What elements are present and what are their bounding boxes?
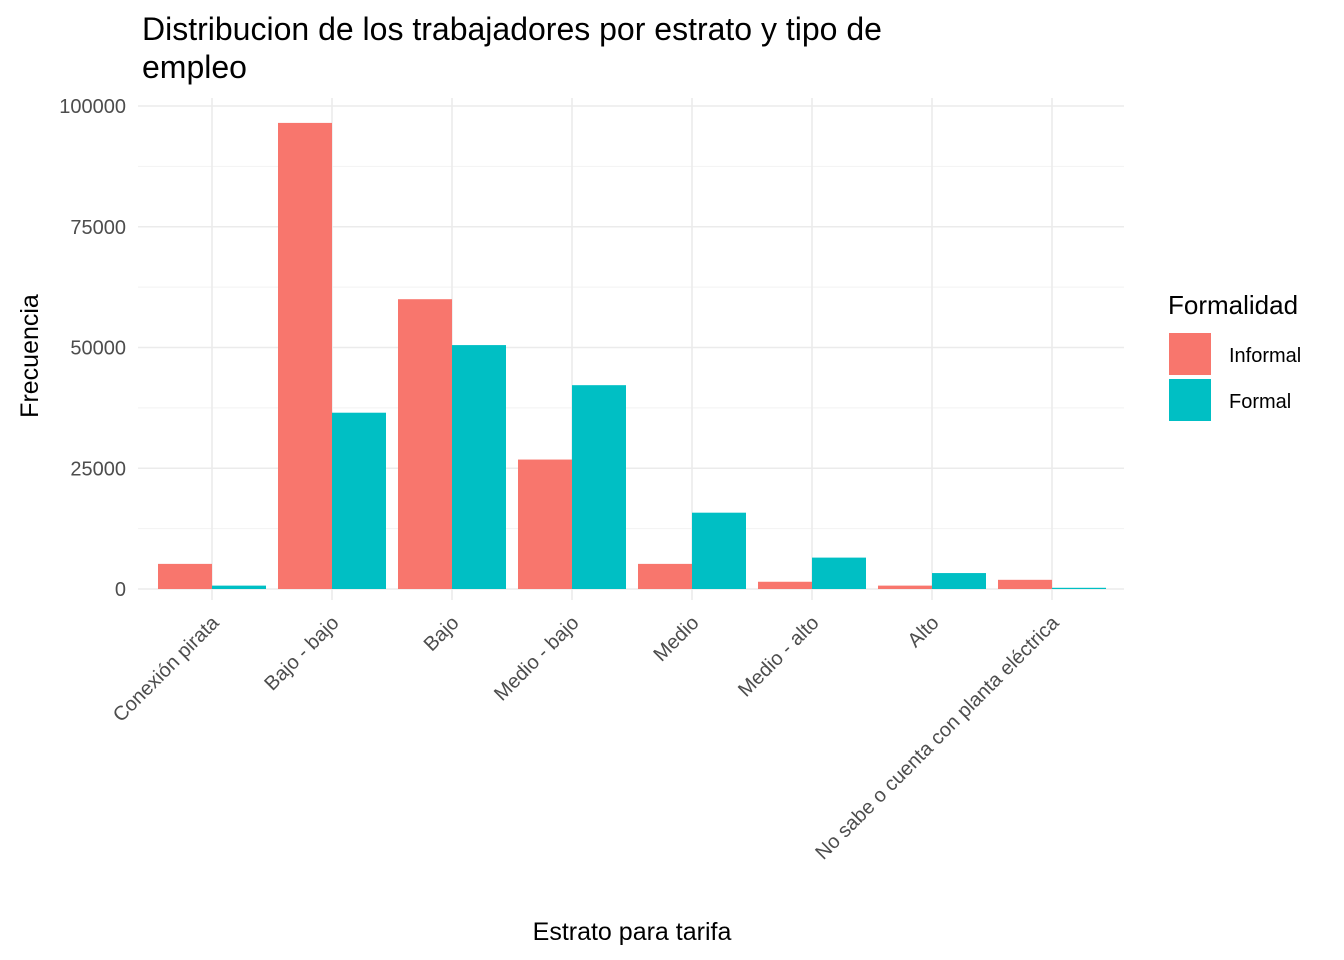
x-tick-label: Bajo — [420, 612, 464, 656]
bar-formal — [452, 345, 506, 589]
x-tick-label: Medio - bajo — [490, 612, 583, 705]
x-tick-label: No sabe o cuenta con planta eléctrica — [811, 611, 1064, 864]
bar-formal — [692, 512, 746, 589]
bars — [158, 122, 1106, 589]
chart-title-line: Distribucion de los trabajadores por est… — [142, 11, 882, 47]
bar-formal — [932, 573, 986, 589]
x-tick-label: Medio — [649, 612, 703, 666]
x-tick-label: Medio - alto — [734, 612, 823, 701]
chart-title: Distribucion de los trabajadores por est… — [142, 11, 882, 85]
bar-formal — [212, 585, 266, 589]
y-tick-label: 50000 — [70, 338, 126, 360]
bar-informal — [278, 122, 332, 589]
legend-key-informal — [1169, 333, 1211, 375]
bar-informal — [518, 459, 572, 589]
legend-label: Informal — [1229, 345, 1301, 367]
x-tick-labels: Conexión pirata Bajo - bajo Bajo Medio - ba… — [109, 611, 1064, 864]
bar-informal — [158, 563, 212, 589]
legend: Formalidad Informal Formal — [1168, 290, 1301, 421]
legend-key-formal — [1169, 379, 1211, 421]
y-tick-label: 100000 — [59, 96, 126, 118]
bar-formal — [572, 385, 626, 589]
legend-label: Formal — [1229, 391, 1291, 413]
bar-formal — [1052, 587, 1106, 589]
x-axis-label: Estrato para tarifa — [533, 918, 732, 946]
y-axis-label: Frecuencia — [16, 294, 44, 418]
y-tick-labels: 0 25000 50000 75000 100000 — [59, 96, 126, 601]
bar-informal — [878, 585, 932, 589]
x-tick-label: Conexión pirata — [109, 611, 224, 726]
y-tick-label: 75000 — [70, 217, 126, 239]
bar-formal — [332, 412, 386, 589]
x-tick-label: Bajo - bajo — [260, 612, 343, 695]
y-tick-label: 0 — [115, 579, 126, 601]
bar-informal — [638, 563, 692, 589]
bar-informal — [758, 581, 812, 589]
bar-informal — [998, 579, 1052, 589]
legend-title: Formalidad — [1168, 290, 1298, 320]
y-tick-label: 25000 — [70, 458, 126, 480]
x-tick-label: Alto — [904, 612, 944, 652]
chart-title-line: empleo — [142, 49, 247, 85]
bar-formal — [812, 557, 866, 589]
bar-informal — [398, 299, 452, 589]
